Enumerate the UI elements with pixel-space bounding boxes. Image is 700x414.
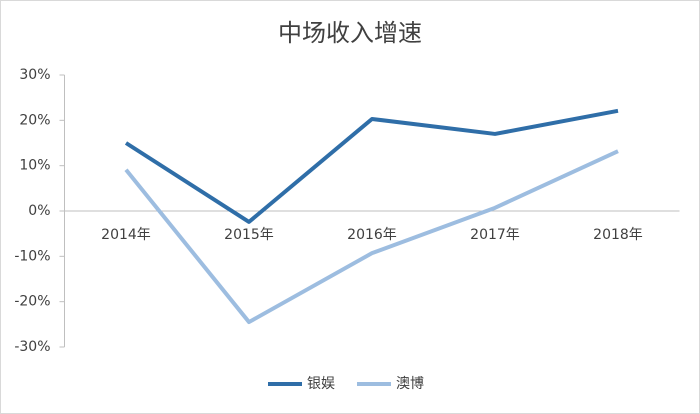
x-tick-label: 2015年 xyxy=(224,227,274,243)
y-tick-label: 10% xyxy=(19,158,50,174)
legend-label: 澳博 xyxy=(396,375,424,392)
y-tick-label: 0% xyxy=(28,203,50,219)
y-tick-label: -10% xyxy=(14,248,50,264)
chart-title: 中场收入增速 xyxy=(278,19,422,47)
x-tick-label: 2017年 xyxy=(470,227,520,243)
y-tick-label: -30% xyxy=(14,339,50,355)
x-tick-label: 2014年 xyxy=(101,227,151,243)
legend-label: 银娱 xyxy=(307,376,335,392)
x-tick-label: 2018年 xyxy=(593,227,643,243)
x-tick-label: 2016年 xyxy=(347,227,397,243)
y-tick-label: 20% xyxy=(19,112,50,128)
series-line xyxy=(124,108,619,224)
series-line xyxy=(124,149,619,325)
y-tick-label: 30% xyxy=(19,67,50,83)
y-tick-label: -20% xyxy=(14,294,50,310)
